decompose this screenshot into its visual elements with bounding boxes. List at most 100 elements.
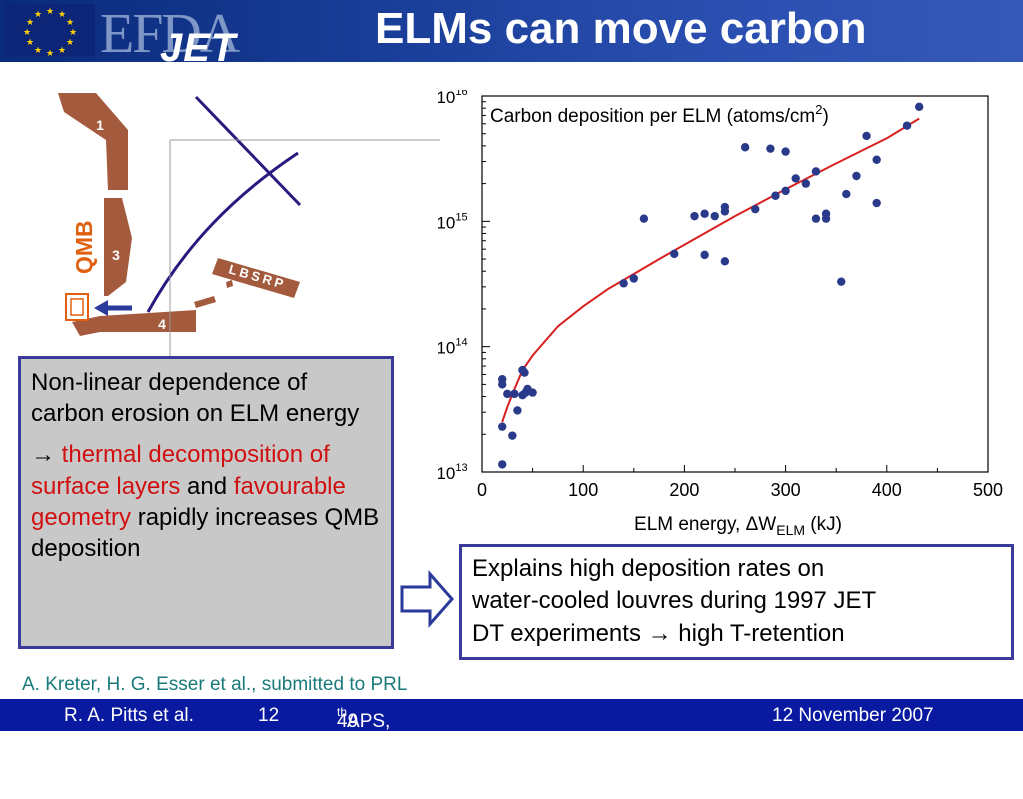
svg-text:★: ★ [34, 9, 42, 19]
svg-text:★: ★ [58, 9, 66, 19]
svg-text:★: ★ [23, 27, 31, 37]
data-point [740, 143, 750, 152]
svg-text:★: ★ [69, 27, 77, 37]
divertor-diagram: 1 3 4 LBSRP QMB [58, 93, 440, 360]
x-tick-label: 300 [771, 480, 801, 500]
footer-date: 12 November 2007 [772, 705, 934, 726]
svg-text:★: ★ [66, 17, 74, 27]
conclusion-box: Non-linear dependence of carbon erosion … [18, 356, 394, 649]
tile-1-shape [58, 93, 128, 190]
data-point [528, 388, 537, 397]
data-point [872, 155, 881, 164]
data-point [710, 211, 719, 221]
svg-text:★: ★ [58, 45, 66, 55]
data-point [510, 389, 519, 399]
svg-text:★: ★ [66, 37, 74, 47]
jet-logo-text: JET [160, 26, 237, 70]
data-point [862, 131, 871, 141]
svg-text:★: ★ [46, 6, 54, 16]
separatrix-line [194, 95, 302, 207]
y-tick-label: 1016 [438, 90, 468, 107]
data-point [619, 279, 628, 288]
citation: A. Kreter, H. G. Esser et al., submitted… [22, 674, 408, 695]
tile-3-shape [104, 198, 132, 296]
x-tick-label: 200 [669, 480, 699, 500]
favourable-geometry-text: favourable geometry [31, 472, 346, 531]
svg-text:★: ★ [26, 17, 34, 27]
data-point [520, 368, 529, 377]
data-point [842, 189, 851, 199]
data-point [690, 211, 699, 221]
data-point [508, 431, 517, 440]
data-point [771, 191, 780, 200]
slide-title: ELMs can move carbon [375, 4, 867, 53]
data-point [503, 389, 512, 399]
data-point [751, 204, 760, 214]
data-point [821, 214, 831, 223]
svg-text:★: ★ [46, 48, 54, 56]
header-bar: ★ ★ ★ ★ ★ ★ ★ ★ ★ ★ ★ ★ EFDA JET ELMs ca… [0, 0, 1023, 70]
data-point [781, 147, 790, 156]
separatrix-line [146, 151, 299, 313]
data-point [670, 249, 679, 259]
qmb-detector-icon [65, 293, 89, 321]
svg-text:★: ★ [34, 45, 42, 55]
x-tick-label: 500 [973, 480, 1003, 500]
louvre-fragment [194, 296, 216, 308]
data-point [852, 171, 861, 181]
x-tick-label: 0 [477, 480, 487, 500]
data-point [872, 198, 881, 208]
and-text: and [180, 472, 228, 500]
data-point [837, 277, 846, 286]
svg-text:★: ★ [26, 37, 34, 47]
tile-3-label: 3 [112, 247, 120, 263]
x-tick-label: 400 [872, 480, 902, 500]
data-point [629, 274, 638, 283]
right-arrow-icon: → [647, 619, 672, 647]
data-point [513, 406, 522, 415]
chart-title: Carbon deposition per ELM (atoms/cm2) [490, 102, 829, 127]
lbsrp-label: LBSRP [227, 261, 288, 292]
carbon-deposition-chart: 0 100 200 300 400 500 1016 1015 1014 1013 Carbon … [438, 90, 1003, 538]
explanation-line-3b: high T-retention [671, 619, 845, 647]
data-point [639, 214, 649, 223]
tile-1-label: 1 [96, 117, 104, 133]
data-point [791, 174, 800, 183]
data-point [902, 121, 912, 130]
data-point [498, 460, 507, 469]
data-point [700, 209, 709, 218]
explanation-line-3: DT experiments → high T-retention [472, 618, 1001, 650]
lbsrp-shape [212, 258, 300, 298]
chart-plot-frame [481, 95, 989, 473]
qmb-label: QMB [71, 220, 97, 274]
implication-arrow-icon [400, 570, 454, 628]
footer-page-number: 12 [258, 705, 280, 726]
data-point [498, 422, 507, 431]
efda-logo-text: EFDA [100, 3, 240, 65]
louvre-fragment [226, 280, 233, 288]
y-tick-label: 1015 [438, 211, 468, 232]
explanation-line-2: water-cooled louvres during 1997 JET [472, 587, 877, 615]
data-point [781, 186, 790, 196]
data-point [766, 144, 775, 153]
thermal-decomposition-text: thermal decomposition of surface layers [31, 441, 330, 500]
tile-4-shape [72, 310, 196, 336]
conclusion-para-2: → thermal decomposition of surface layer… [31, 439, 381, 564]
data-point [720, 207, 730, 216]
footer-author: R. A. Pitts et al. [64, 705, 194, 726]
data-point [811, 167, 821, 176]
explanation-line-1: Explains high deposition rates on [472, 555, 825, 582]
conclusion-para-1: Non-linear dependence of carbon erosion … [31, 369, 360, 428]
data-point [811, 214, 821, 223]
data-point [700, 250, 709, 260]
data-point [498, 380, 507, 389]
explanation-line-3a: DT experiments [472, 619, 641, 647]
eu-flag-logo: ★ ★ ★ ★ ★ ★ ★ ★ ★ ★ ★ ★ [5, 4, 95, 58]
right-arrow-icon: → [31, 441, 55, 469]
data-point [801, 179, 811, 188]
conclusion-tail-text: rapidly increases QMB deposition [31, 503, 380, 562]
y-tick-label: 1013 [438, 462, 468, 483]
flow-arrow-icon [94, 300, 132, 316]
